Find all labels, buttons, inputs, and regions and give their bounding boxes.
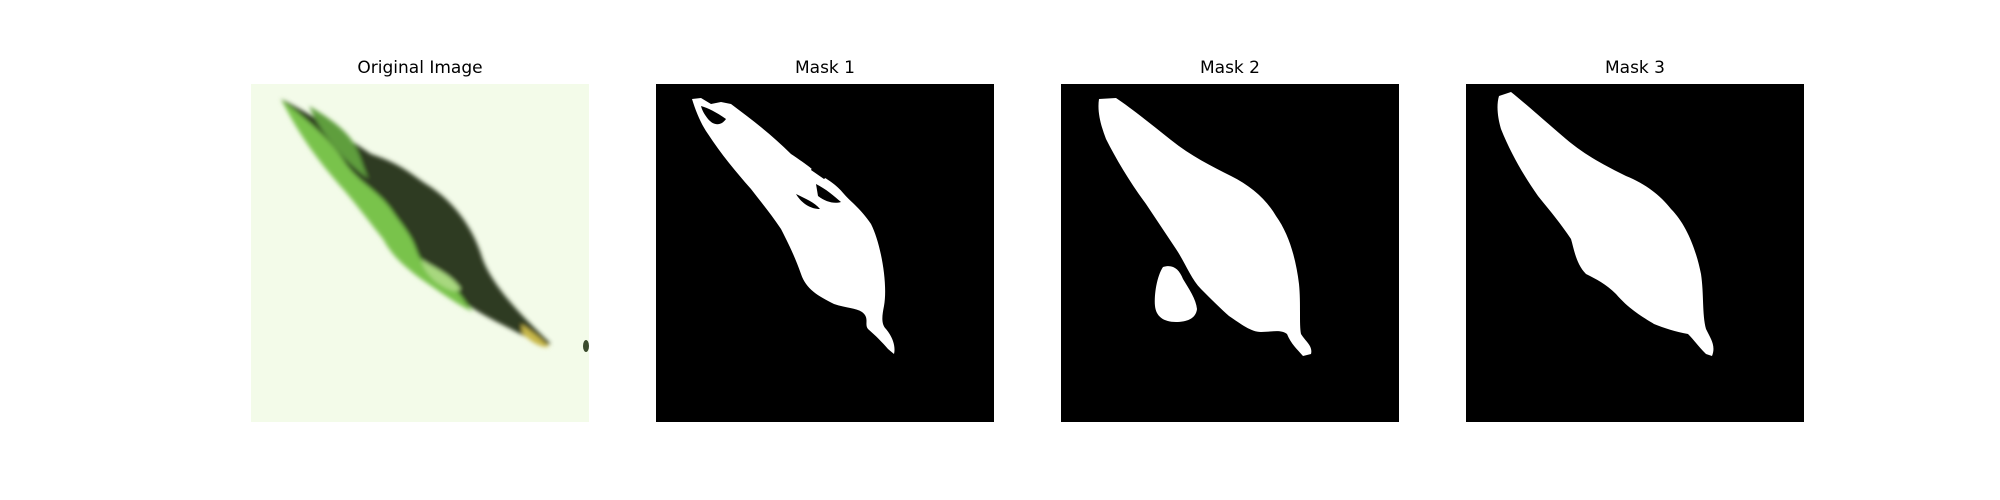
panel-title: Mask 3 xyxy=(1604,58,1665,78)
panel-title: Mask 2 xyxy=(1199,58,1260,78)
mask-2-shape xyxy=(1061,84,1399,422)
mask-3-shape xyxy=(1466,84,1804,422)
mask-3-image xyxy=(1466,84,1804,422)
panel-title: Mask 1 xyxy=(794,58,855,78)
original-leaf-photo xyxy=(251,84,589,422)
panel-title: Original Image xyxy=(357,58,483,78)
mask-2-image xyxy=(1061,84,1399,422)
mask-1-shape xyxy=(656,84,994,422)
original-image xyxy=(251,84,589,422)
mask-1-image xyxy=(656,84,994,422)
